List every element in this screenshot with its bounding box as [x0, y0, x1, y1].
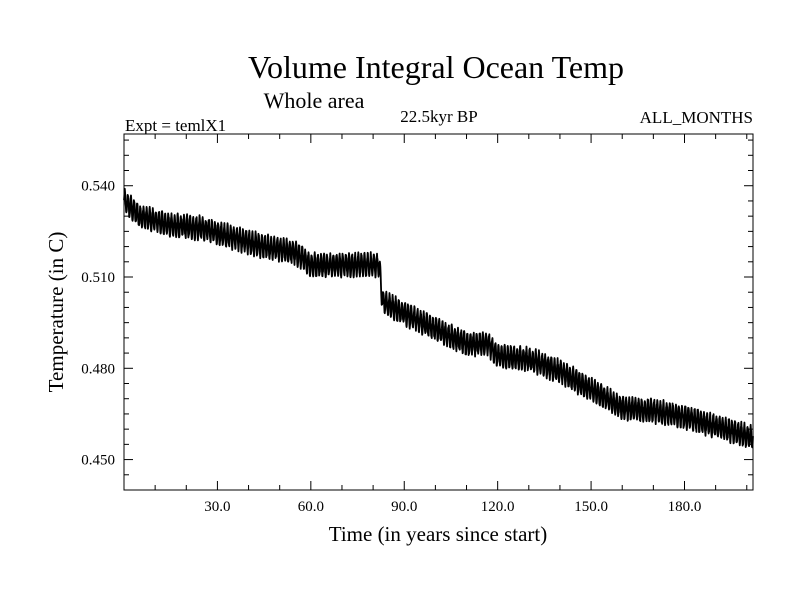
x-tick-label: 150.0 — [574, 499, 608, 515]
x-axis-title: Time (in years since start) — [329, 522, 548, 546]
months-label: ALL_MONTHS — [640, 108, 753, 127]
series-line-0 — [123, 187, 754, 449]
chart-subtitle: Whole area — [264, 88, 365, 113]
data-layer — [123, 187, 754, 449]
axis-ticks: 30.0 60.0 90.0 120.0 150.0 180.0 0.450 0.480 0.5… — [81, 134, 753, 515]
y-axis-title: Temperature (in C) — [44, 232, 68, 393]
plot-frame — [123, 133, 754, 491]
y-tick-label: 0.450 — [81, 453, 115, 469]
chart-title: Volume Integral Ocean Temp — [248, 49, 624, 85]
x-tick-label: 90.0 — [391, 499, 417, 515]
y-tick-label: 0.480 — [81, 361, 115, 377]
period-label: 22.5kyr BP — [400, 107, 477, 126]
x-tick-label: 60.0 — [298, 499, 324, 515]
x-tick-label: 180.0 — [668, 499, 702, 515]
y-tick-label: 0.540 — [81, 179, 115, 195]
x-tick-label: 30.0 — [204, 499, 230, 515]
y-tick-label: 0.510 — [81, 270, 115, 286]
x-tick-label: 120.0 — [481, 499, 515, 515]
experiment-label: Expt = temlX1 — [125, 116, 226, 135]
